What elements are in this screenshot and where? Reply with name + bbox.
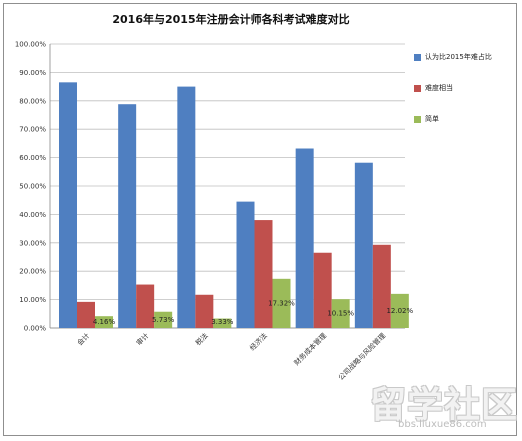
y-tick-label: 60.00% [19,154,46,162]
bar [331,299,350,328]
bar [354,162,373,328]
y-tick-label: 50.00% [19,183,46,191]
y-tick-label: 80.00% [19,97,46,105]
bar [177,86,196,328]
bar [390,293,409,328]
y-tick-label: 100.00% [15,41,46,49]
y-tick-label: 70.00% [19,126,46,134]
y-tick-label: 10.00% [19,296,46,304]
legend-item-same: 难度相当 [414,81,518,95]
chart-legend: 认为比2015年难占比 难度相当 简单 [414,50,518,143]
bar [313,252,332,328]
legend-item-easy: 简单 [414,112,518,126]
bar [154,311,173,328]
bar [372,244,391,328]
y-tick-label: 90.00% [19,69,46,77]
chart-frame [3,3,517,436]
watermark: 留学社区 bbs.liuxue86.com [370,376,520,438]
bar [59,82,77,328]
data-label: 4.16% [93,318,116,326]
legend-swatch-same [414,84,421,92]
bar [295,148,314,328]
bar [254,220,273,328]
bar [195,294,214,328]
bar [136,284,155,328]
x-tick-label: 审计 [134,331,150,347]
y-tick-label: 0.00% [24,325,47,333]
data-label: 5.73% [152,316,175,324]
data-label: 10.15% [327,310,354,318]
x-tick-label: 会计 [75,331,91,347]
x-tick-label: 税法 [193,331,209,347]
bar [118,104,137,328]
legend-label-easy: 简单 [425,115,439,123]
watermark-logo: 留学社区 [370,385,519,426]
bar [95,316,113,328]
x-tick-label: 公司战略与风险管理 [336,331,387,382]
bar [272,278,291,328]
legend-label-harder: 认为比2015年难占比 [425,53,492,61]
watermark-url: bbs.liuxue86.com [398,419,487,430]
data-label: 3.33% [211,318,234,326]
chart-title: 2016年与2015年注册会计师各科考试难度对比 [112,13,350,26]
bar [236,201,255,328]
bar [213,318,232,328]
x-tick-label: 经济法 [248,331,269,352]
y-tick-label: 20.00% [19,268,46,276]
legend-item-harder: 认为比2015年难占比 [414,50,518,64]
legend-label-same: 难度相当 [425,84,453,92]
data-label: 12.02% [386,307,413,315]
bar [77,301,95,328]
legend-swatch-harder [414,53,421,61]
data-label: 17.32% [268,299,295,307]
legend-swatch-easy [414,115,421,123]
x-tick-label: 财务成本管理 [292,331,328,367]
y-tick-label: 40.00% [19,211,46,219]
y-tick-label: 30.00% [19,239,46,247]
